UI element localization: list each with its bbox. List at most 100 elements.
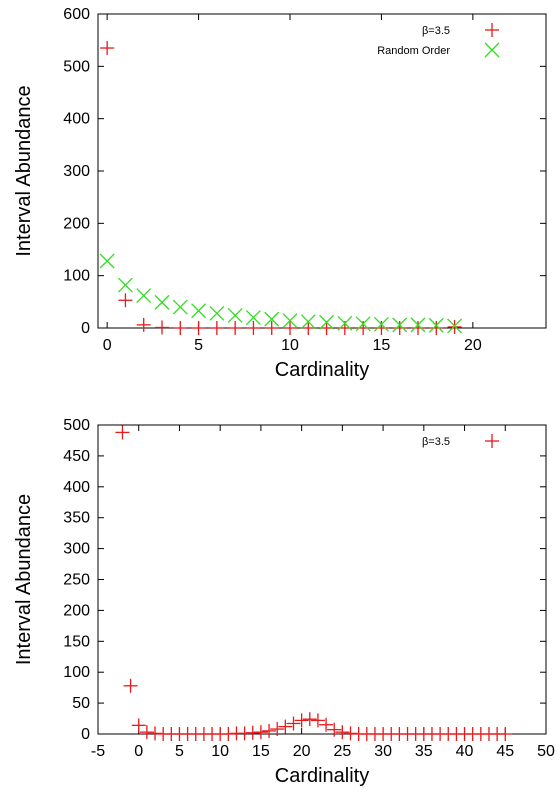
y-tick-label: 100 [63, 664, 90, 681]
x-axis-label: Cardinality [275, 359, 369, 381]
y-tick-label: 0 [81, 726, 90, 743]
y-tick-label: 250 [63, 572, 90, 589]
data-point [115, 425, 130, 440]
data-point [262, 723, 277, 738]
y-tick-label: 350 [63, 510, 90, 527]
data-point [253, 725, 268, 740]
x-tick-label: 20 [464, 337, 482, 354]
data-point [300, 314, 316, 330]
y-tick-label: 600 [63, 6, 90, 23]
data-point [245, 310, 261, 325]
y-tick-label: 100 [63, 268, 90, 285]
x-tick-label: 30 [374, 743, 392, 760]
data-point [227, 307, 243, 323]
data-point [498, 727, 513, 741]
y-tick-label: 500 [63, 417, 90, 434]
y-tick-label: 400 [63, 479, 90, 496]
data-point [428, 317, 444, 333]
x-tick-label: 15 [373, 337, 391, 354]
data-point [264, 311, 280, 327]
legend-label: β=3.5 [422, 436, 450, 448]
data-point [392, 317, 408, 333]
legend-label: Random Order [377, 45, 450, 57]
data-point [118, 293, 133, 308]
y-axis-label: Interval Abundance [13, 85, 35, 256]
data-point [335, 725, 350, 740]
chart-top: 0 5 10 15 200100200300400500600CardinalityIn… [13, 6, 547, 381]
data-point [373, 316, 389, 332]
data-point [411, 321, 425, 335]
x-tick-label: 50 [537, 743, 555, 760]
plot-frame [97, 13, 547, 329]
x-tick-label: 5 [194, 337, 203, 354]
x-tick-label: 10 [281, 337, 299, 354]
x-tick-label: 25 [333, 743, 351, 760]
y-axis-label: Interval Abundance [13, 494, 35, 665]
data-point [319, 321, 334, 335]
data-point [301, 321, 316, 335]
plot-frame [97, 424, 547, 735]
data-point [392, 321, 407, 335]
x-tick-label: 45 [496, 743, 514, 760]
data-point [337, 315, 353, 331]
x-tick-label: 0 [134, 743, 143, 760]
data-point [117, 277, 133, 293]
x-tick-label: 40 [456, 743, 474, 760]
data-point [319, 717, 334, 732]
data-point [282, 313, 298, 329]
data-point [294, 713, 309, 728]
legend-marker [484, 42, 500, 58]
data-point [286, 716, 301, 731]
x-axis-label: Cardinality [275, 765, 369, 787]
x-tick-label: 35 [415, 743, 433, 760]
data-point [191, 321, 206, 335]
data-point [327, 722, 342, 737]
data-point [139, 725, 154, 740]
x-tick-label: 5 [175, 743, 184, 760]
data-point [270, 722, 285, 737]
data-point [429, 321, 444, 335]
data-point [278, 719, 293, 734]
data-point [173, 321, 188, 335]
data-point [264, 321, 279, 335]
data-point [136, 288, 152, 304]
x-tick-label: 0 [103, 337, 112, 354]
legend-marker [485, 23, 499, 37]
y-tick-label: 200 [63, 602, 90, 619]
y-tick-label: 400 [63, 111, 90, 128]
data-point [99, 253, 115, 269]
y-tick-label: 300 [63, 541, 90, 558]
x-tick-label: 10 [211, 743, 229, 760]
chart-bottom: -5 0 5 10 15 20 25 30 35 40 45 50050100150200250300… [13, 417, 555, 787]
y-tick-label: 150 [63, 633, 90, 650]
data-point [155, 320, 169, 335]
data-point [355, 316, 371, 332]
data-point [447, 319, 462, 334]
data-point [209, 305, 225, 321]
y-tick-label: 450 [63, 448, 90, 465]
y-tick-label: 500 [63, 58, 90, 75]
data-point [136, 317, 151, 332]
x-tick-label: 20 [293, 743, 311, 760]
data-point [131, 718, 146, 733]
data-point [228, 321, 243, 335]
data-point [191, 303, 207, 319]
y-tick-label: 200 [63, 215, 90, 232]
data-point [374, 321, 389, 335]
x-tick-label: -5 [91, 743, 105, 760]
data-point [319, 314, 335, 330]
data-point [100, 41, 115, 56]
data-point [209, 321, 224, 335]
data-point [302, 712, 317, 727]
y-tick-label: 300 [63, 163, 90, 180]
data-point [283, 321, 297, 335]
data-point [246, 321, 261, 335]
legend-marker [485, 434, 499, 448]
data-point [447, 318, 463, 334]
legend-label: β=3.5 [422, 25, 450, 37]
y-tick-label: 0 [81, 320, 90, 337]
data-point [410, 317, 426, 333]
data-point [172, 299, 188, 315]
x-tick-label: 15 [252, 743, 270, 760]
y-tick-label: 50 [72, 695, 90, 712]
